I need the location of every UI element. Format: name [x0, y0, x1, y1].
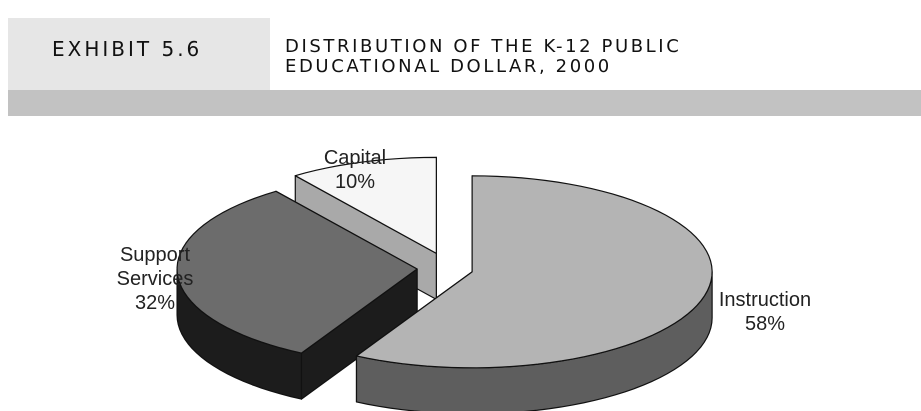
slice-label-support-services: Support Services 32%	[88, 243, 222, 315]
slice-name-capital: Capital	[323, 147, 387, 169]
slice-value-support: 32%	[134, 292, 176, 314]
slice-name-support-line2: Services	[116, 268, 194, 290]
slice-label-capital: Capital 10%	[300, 146, 410, 194]
exhibit-header: EXHIBIT 5.6 DISTRIBUTION OF THE K-12 PUB…	[0, 0, 921, 117]
chart-title-line-1: DISTRIBUTION OF THE K-12 PUBLIC	[285, 36, 682, 57]
slice-top-support	[176, 190, 418, 354]
slice-name-instruction: Instruction	[718, 289, 812, 311]
slice-value-instruction: 58%	[744, 313, 786, 335]
slice-name-support-line1: Support	[119, 244, 191, 266]
slice-top-capital	[294, 156, 437, 254]
chart-title-line-2: EDUCATIONAL DOLLAR, 2000	[285, 56, 612, 77]
slice-value-capital: 10%	[334, 171, 376, 193]
header-band	[8, 90, 921, 116]
pie-slices	[176, 156, 713, 411]
exhibit-label: EXHIBIT 5.6	[52, 37, 203, 61]
exhibit-box	[8, 18, 270, 90]
slice-top-instruction	[355, 175, 713, 369]
slice-label-instruction: Instruction 58%	[700, 288, 830, 336]
